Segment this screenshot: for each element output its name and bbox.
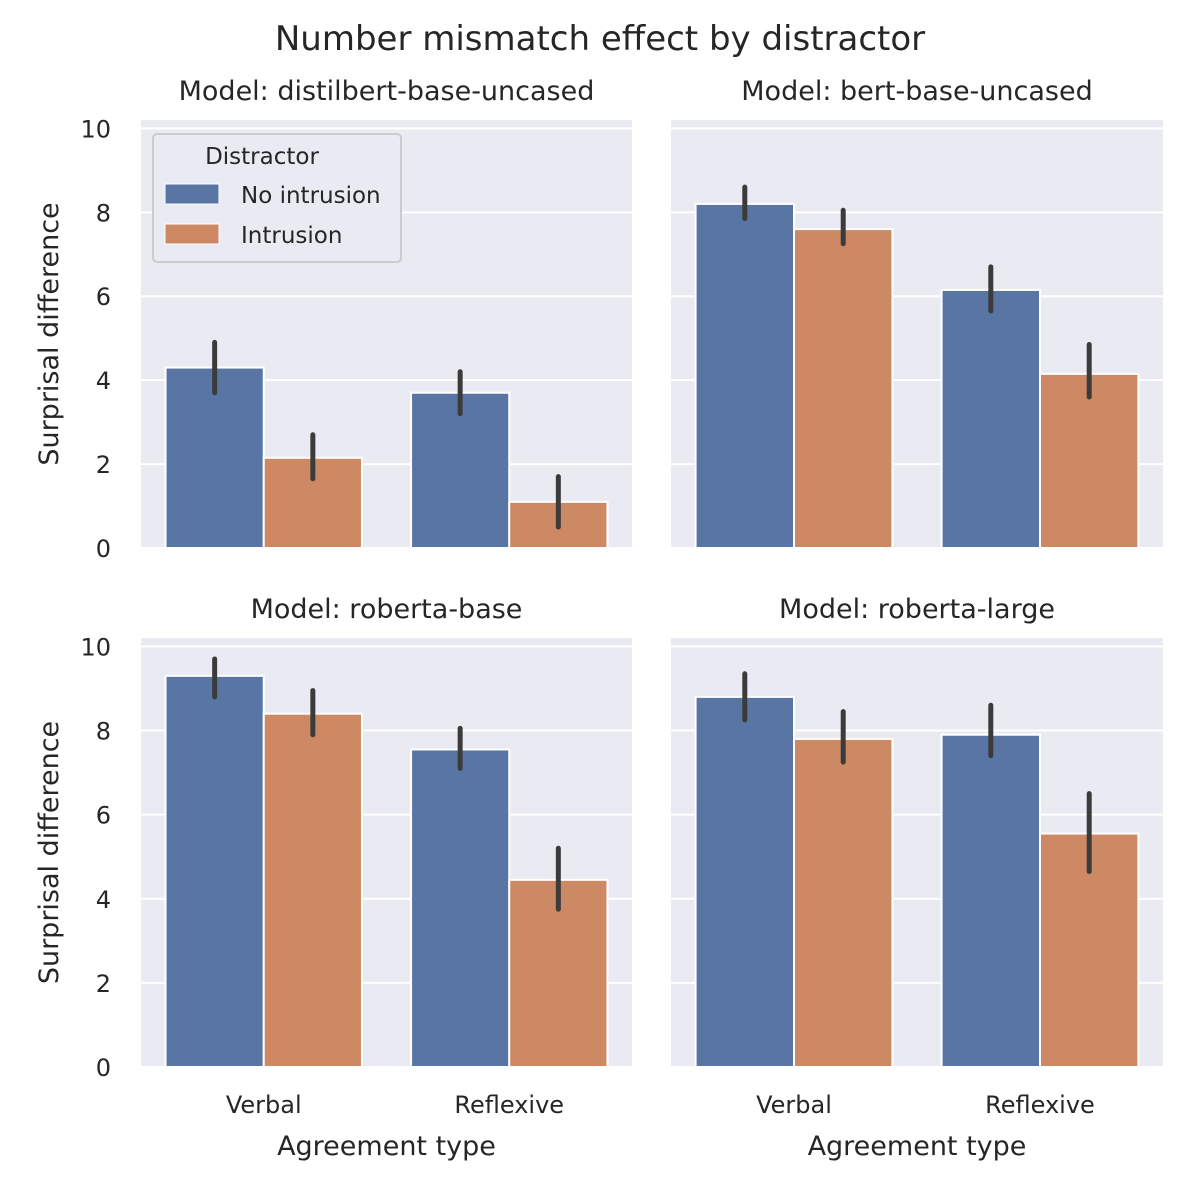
y-tick-label: 4	[96, 367, 111, 395]
y-axis-label: Surprisal difference	[34, 721, 65, 984]
panel-title: Model: bert-base-uncased	[741, 76, 1092, 107]
bar-no-intrusion	[940, 733, 1041, 1068]
y-tick-label: 10	[80, 633, 111, 661]
y-tick-label: 8	[96, 199, 111, 227]
bar-no-intrusion	[410, 748, 511, 1068]
y-tick-label: 6	[96, 802, 111, 830]
x-axis-label: Agreement type	[277, 1131, 496, 1162]
y-tick-label: 8	[96, 718, 111, 746]
figure-title: Number mismatch effect by distractor	[275, 19, 925, 59]
legend-swatch-no-intrusion	[164, 183, 220, 205]
panel-title: Model: roberta-base	[251, 594, 523, 625]
x-tick-label: Verbal	[226, 1091, 302, 1119]
bar-intrusion	[793, 737, 894, 1068]
bar-no-intrusion	[940, 288, 1041, 549]
legend-label: Intrusion	[241, 223, 342, 249]
bar-intrusion	[1039, 372, 1140, 549]
y-tick-label: 4	[96, 886, 111, 914]
panel-title: Model: distilbert-base-uncased	[179, 76, 595, 107]
y-tick-label: 0	[96, 1054, 111, 1082]
bar-intrusion	[262, 712, 363, 1068]
y-tick-label: 2	[96, 970, 111, 998]
bar-no-intrusion	[410, 391, 511, 549]
y-tick-label: 2	[96, 451, 111, 479]
y-tick-label: 0	[96, 535, 111, 563]
bar-no-intrusion	[694, 695, 795, 1068]
panel-title: Model: roberta-large	[779, 594, 1055, 625]
legend-swatch-intrusion	[164, 223, 220, 245]
y-tick-label: 6	[96, 283, 111, 311]
x-tick-label: Reflexive	[454, 1091, 564, 1119]
bar-no-intrusion	[164, 674, 265, 1069]
x-tick-label: Reflexive	[985, 1091, 1095, 1119]
bar-no-intrusion	[694, 202, 795, 549]
x-axis-label: Agreement type	[808, 1131, 1027, 1162]
x-tick-label: Verbal	[756, 1091, 832, 1119]
y-axis-label: Surprisal difference	[34, 202, 65, 465]
legend-label: No intrusion	[241, 183, 381, 209]
bar-intrusion	[793, 228, 894, 549]
legend-title: Distractor	[205, 144, 319, 170]
y-tick-label: 10	[80, 115, 111, 143]
